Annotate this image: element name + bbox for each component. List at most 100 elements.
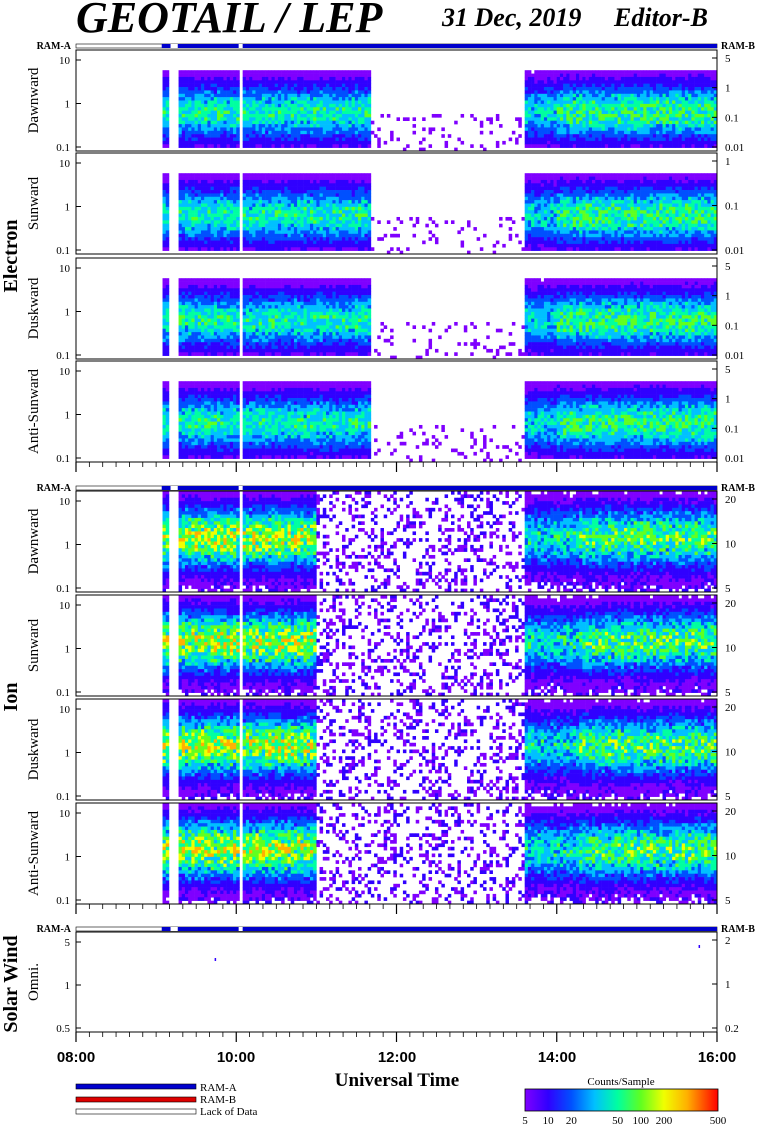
heat-cell <box>217 220 221 224</box>
heat-cell <box>685 141 689 145</box>
heat-cell <box>592 134 596 138</box>
heat-cell <box>223 237 227 241</box>
heat-cell <box>637 114 641 118</box>
heat-cell <box>211 117 215 121</box>
heat-cell <box>576 124 580 128</box>
heat-cell <box>300 247 304 251</box>
heat-cell <box>432 114 436 118</box>
heat-cell <box>637 134 641 138</box>
heat-cell <box>307 138 311 142</box>
heat-cell <box>586 134 590 138</box>
heat-cell <box>255 121 258 125</box>
heat-cell <box>223 180 227 184</box>
heat-cell <box>592 177 596 181</box>
heat-cell <box>211 114 215 118</box>
heat-cell <box>345 101 349 105</box>
heat-cell <box>688 90 692 94</box>
heat-cell <box>602 77 606 81</box>
heat-cell <box>207 141 211 145</box>
heat-cell <box>352 247 356 251</box>
heat-cell <box>313 214 317 218</box>
heat-cell <box>275 227 279 231</box>
heat-cell <box>598 237 602 241</box>
heat-cell <box>182 90 186 94</box>
heat-cell <box>342 230 346 234</box>
heat-cell <box>211 244 215 248</box>
heat-cell <box>236 87 240 91</box>
heat-cell <box>618 94 622 98</box>
heat-cell <box>320 237 324 241</box>
heat-cell <box>246 70 250 74</box>
heat-cell <box>332 230 336 234</box>
heat-cell <box>557 84 561 88</box>
heat-cell <box>214 144 218 148</box>
heat-cell <box>345 124 349 128</box>
heat-cell <box>201 90 205 94</box>
heat-cell <box>272 210 276 214</box>
heat-cell <box>323 241 327 245</box>
heat-cell <box>339 217 343 221</box>
heat-cell <box>573 173 577 177</box>
heat-cell <box>643 94 647 98</box>
heat-cell <box>704 138 708 142</box>
heat-cell <box>582 144 586 148</box>
heat-cell <box>300 234 304 238</box>
heat-cell <box>236 121 240 125</box>
heat-cell <box>397 117 401 121</box>
heat-cell <box>541 224 545 228</box>
heat-cell <box>368 80 372 84</box>
heat-cell <box>441 134 445 138</box>
heat-cell <box>602 114 606 118</box>
heat-cell <box>294 127 298 131</box>
heat-cell <box>211 121 215 125</box>
heat-cell <box>332 244 336 248</box>
heat-cell <box>618 97 622 101</box>
heat-cell <box>243 210 247 214</box>
heat-cell <box>547 87 551 91</box>
heat-cell <box>278 207 282 211</box>
heat-cell <box>544 141 548 145</box>
heat-cell <box>352 173 356 177</box>
heat-cell <box>332 241 336 245</box>
heat-cell <box>259 187 263 191</box>
heat-cell <box>688 114 692 118</box>
heat-cell <box>361 138 365 142</box>
heat-cell <box>163 177 167 181</box>
heat-cell <box>163 224 167 228</box>
heat-cell <box>230 214 234 218</box>
heat-cell <box>179 214 183 218</box>
heat-cell <box>259 127 263 131</box>
heat-cell <box>323 180 327 184</box>
heat-cell <box>339 134 343 138</box>
heat-cell <box>262 77 266 81</box>
heat-cell <box>592 84 596 88</box>
heat-cell <box>576 244 580 248</box>
heat-cell <box>560 127 564 131</box>
heat-cell <box>294 74 298 78</box>
heat-cell <box>236 101 240 105</box>
heat-cell <box>166 90 170 94</box>
heat-cell <box>368 190 372 194</box>
heat-cell <box>563 84 567 88</box>
heat-cell <box>272 190 276 194</box>
colorbar-tick-label: 20 <box>566 1115 578 1127</box>
heat-cell <box>554 70 558 74</box>
heat-cell <box>432 234 436 238</box>
heat-cell <box>313 121 317 125</box>
heat-cell <box>281 97 285 101</box>
heat-cell <box>685 117 689 121</box>
heat-cell <box>528 193 532 197</box>
heat-cell <box>195 97 199 101</box>
heat-cell <box>191 241 195 245</box>
heat-cell <box>595 131 599 135</box>
heat-cell <box>576 173 580 177</box>
heat-cell <box>297 77 301 81</box>
heat-cell <box>252 107 256 111</box>
heat-cell <box>191 220 195 224</box>
heat-cell <box>586 131 590 135</box>
heatmap-cells <box>163 70 718 151</box>
heat-cell <box>582 131 586 135</box>
heat-cell <box>358 210 362 214</box>
heat-cell <box>358 227 362 231</box>
heat-cell <box>336 77 340 81</box>
